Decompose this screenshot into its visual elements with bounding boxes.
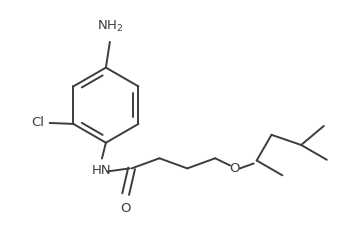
- Text: Cl: Cl: [32, 116, 45, 129]
- Text: O: O: [121, 202, 131, 215]
- Text: NH$_2$: NH$_2$: [97, 19, 123, 34]
- Text: HN: HN: [92, 164, 112, 178]
- Text: O: O: [230, 162, 240, 175]
